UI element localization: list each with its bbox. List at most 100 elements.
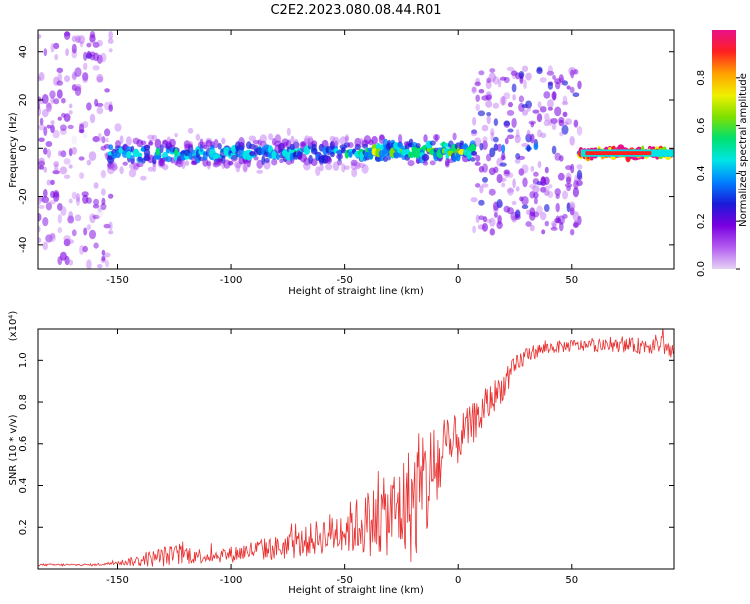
spectrogram-cell <box>43 188 48 198</box>
spectrogram-cell <box>275 153 280 160</box>
spectrogram-cell <box>45 234 53 243</box>
spectrogram-cell <box>227 161 234 166</box>
spectrogram-cell <box>53 190 60 198</box>
spectrogram-cell <box>551 145 557 155</box>
spectrogram-cell <box>503 92 511 100</box>
spectrogram-cell <box>573 220 579 228</box>
spectrogram-cell <box>103 223 111 229</box>
spectrogram-cell <box>501 144 506 153</box>
spectrogram-cell <box>529 184 536 189</box>
spectrogram-cell <box>52 170 60 175</box>
spectrogram-cell <box>379 134 385 141</box>
spectrogram-cell <box>503 120 511 127</box>
spectrogram-cell <box>38 212 42 222</box>
spectrogram-cell <box>548 184 553 189</box>
spectrogram-cell <box>238 137 245 147</box>
spectrogram-cell <box>292 141 300 149</box>
spectrogram-cell <box>63 235 71 242</box>
spectrogram-cell <box>38 165 45 170</box>
spectrogram-cell <box>482 140 488 151</box>
spectrogram-cell <box>140 175 147 181</box>
spectrogram-cell <box>38 124 45 131</box>
spectrogram-cell <box>83 227 88 236</box>
spectrogram-cell <box>488 72 496 83</box>
spectrogram-cell <box>554 188 561 196</box>
spectrogram-cell <box>71 35 77 43</box>
spectrogram-cell <box>147 166 154 172</box>
spectrogram-cell <box>532 211 540 218</box>
spectrogram-cell <box>472 225 476 234</box>
spectrogram-cell <box>506 188 515 194</box>
spectrogram-cell <box>162 164 169 171</box>
spectrogram-cell <box>68 198 73 204</box>
spectrogram-cell <box>96 102 104 107</box>
spectrogram-y-label: Frequency (Hz) <box>8 112 19 188</box>
spectrogram-y-axis: -40 -20 0 20 40 <box>18 45 674 253</box>
spectrogram-cell <box>50 120 55 125</box>
spectrogram-cell <box>64 255 70 266</box>
spectrogram-cell <box>569 136 575 146</box>
spectrogram-cell <box>68 110 73 115</box>
spectrogram-cell <box>261 155 266 166</box>
spectrogram-cell <box>59 251 67 259</box>
spectrogram-cell <box>162 140 169 145</box>
spectrogram-cell <box>525 100 532 109</box>
spectrogram-cell <box>79 40 84 48</box>
y-tick-label: -20 <box>18 188 29 204</box>
spectrogram-cell <box>253 156 259 161</box>
spectrogram-cell <box>515 129 520 138</box>
spectrogram-cell <box>521 204 529 209</box>
spectrogram-cell <box>92 204 100 209</box>
spectrogram-cell <box>576 164 583 170</box>
spectrogram-cell <box>93 198 100 206</box>
spectrogram-cell <box>472 116 477 126</box>
spectrogram-cell <box>466 150 472 160</box>
spectrogram-cell <box>53 98 60 105</box>
spectrogram-cell <box>497 215 502 225</box>
spectrogram-cell <box>65 48 69 57</box>
spectrogram-cell <box>38 225 41 233</box>
spectrogram-cell <box>577 80 582 90</box>
spectrogram-cell <box>336 153 344 160</box>
spectrogram-cell <box>53 42 60 50</box>
spectrogram-cell <box>566 185 571 192</box>
spectrogram-cell <box>38 96 42 103</box>
spectrogram-cell <box>368 152 374 160</box>
spectrogram-cell <box>205 139 213 148</box>
spectrogram-cell <box>268 133 274 141</box>
spectrogram-cell <box>514 158 521 164</box>
spectrogram-cell <box>485 100 493 108</box>
spectrogram-cell <box>489 228 495 236</box>
spectrogram-cell <box>165 156 173 163</box>
spectrogram-cell <box>547 65 553 75</box>
spectrogram-cell <box>570 229 575 236</box>
colorbar-tick-label: 0.4 <box>696 165 707 181</box>
spectrogram-cell <box>39 117 44 126</box>
spectrogram-cell <box>470 129 478 137</box>
spectrogram-cell <box>332 136 340 146</box>
spectrogram-cell <box>504 137 509 145</box>
spectrogram-cell <box>63 113 71 122</box>
spectrogram-cell <box>555 215 560 224</box>
spectrogram-cell <box>492 76 500 85</box>
spectrogram-cell <box>86 42 92 48</box>
spectrogram-cell <box>561 124 569 135</box>
spectrogram-cell <box>514 214 521 221</box>
spectrogram-cell <box>547 82 554 90</box>
spectrogram-cell <box>132 162 140 170</box>
spectrogram-cell <box>107 163 115 170</box>
spectrogram-cell <box>68 259 74 266</box>
spectrogram-cell <box>38 72 45 81</box>
spectrogram-cell <box>107 38 114 44</box>
spectrogram-cell <box>43 166 48 173</box>
spectrogram-cell <box>475 183 481 188</box>
spectrogram-cell <box>407 151 415 158</box>
y-tick-label: 0.8 <box>18 394 29 410</box>
spectrogram-cell <box>97 264 103 269</box>
spectrogram-cell <box>547 99 554 109</box>
spectrogram-cell <box>557 172 565 181</box>
spectrogram-cell <box>75 193 81 202</box>
spectrogram-cell <box>572 211 580 222</box>
spectrogram-cell <box>471 129 477 134</box>
spectrogram-cell <box>354 161 361 170</box>
